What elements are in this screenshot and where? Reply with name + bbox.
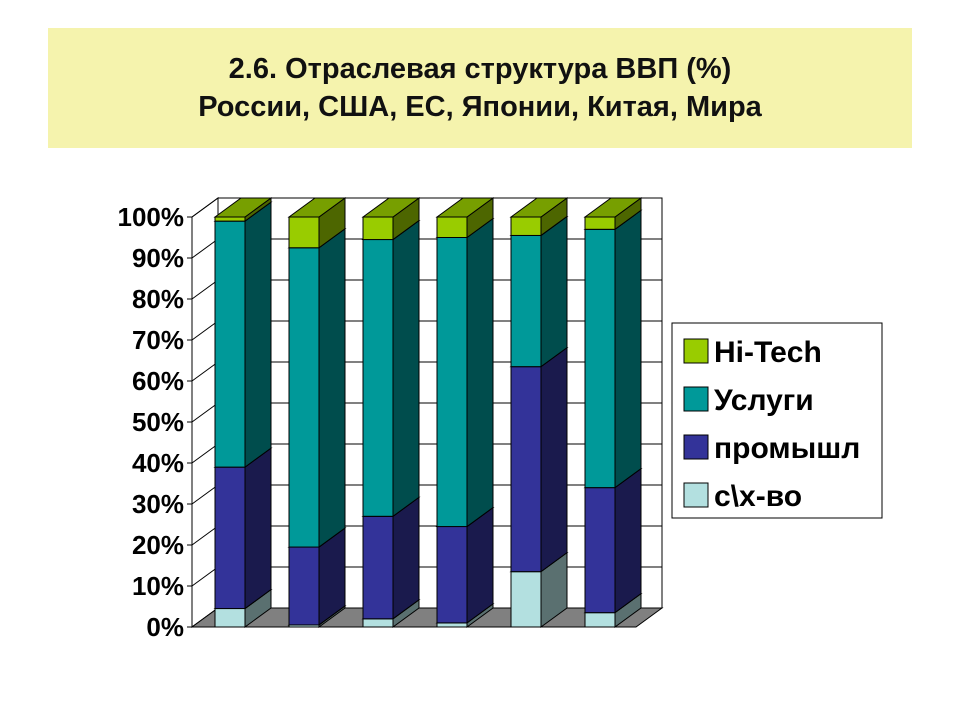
y-tick-label: 30% [132,489,184,519]
bar-segment [362,618,394,628]
y-tick-label: 10% [132,571,184,601]
gridline-side [191,484,219,505]
y-tick-label: 80% [132,284,184,314]
legend-label: c\x-во [714,480,802,513]
bar-segment [214,466,246,610]
y-tick-label: 100% [118,202,185,232]
legend-swatch [683,434,709,460]
gridline-side [191,566,219,587]
bar-side [540,346,568,573]
bar-side [540,215,568,368]
title-banner: 2.6. Отраслевая структура ВВП (%) России… [48,28,912,148]
y-tick-label: 20% [132,530,184,560]
bar-segment [214,220,246,468]
gridline-side [191,525,219,546]
bar-segment [362,239,394,517]
legend-label: Hi-Tech [714,336,822,369]
gridline-side [191,279,219,300]
bar-segment [436,216,468,238]
gridline-side [191,361,219,382]
gridline-side [191,402,219,423]
bar-segment [362,515,394,620]
bar-side [466,506,494,624]
bar-top [509,197,569,218]
bar-segment [362,216,394,241]
bar-segment [584,228,616,489]
bar-segment [584,612,616,628]
bar-segment [214,608,246,628]
bar-side [244,447,272,610]
bar-segment [288,546,320,626]
gridline-side [191,443,219,464]
bar-segment [436,237,468,528]
title-line-2: России, США, ЕС, Японии, Китая, Мира [198,91,762,123]
bar-segment [584,216,616,230]
legend-swatch [683,386,709,412]
y-tick-label: 40% [132,448,184,478]
y-tick-label: 90% [132,243,184,273]
bar-segment [436,622,468,628]
title-line-1: 2.6. Отраслевая структура ВВП (%) [228,53,732,85]
bar-segment [288,216,320,249]
bar-segment [510,571,542,628]
legend-swatch [683,338,709,364]
bar-top [361,197,421,218]
gridline-side [191,320,219,341]
bar-segment [510,216,542,236]
bar-top [583,197,643,218]
bar-segment [584,487,616,614]
bar-segment [436,526,468,624]
y-tick-label: 50% [132,407,184,437]
bar-side [466,217,494,528]
bar-side [318,227,346,549]
bar-top [435,197,495,218]
bar-top [213,197,273,218]
bar-segment [510,366,542,573]
bar-side [614,467,642,614]
bar-segment [288,247,320,548]
bar-segment [214,216,246,222]
legend-swatch [683,482,709,508]
bar-top [287,197,347,218]
gridline-side [191,197,219,218]
y-tick-label: 60% [132,366,184,396]
gridline-side [191,238,219,259]
bar-segment [510,234,542,368]
bar-side [244,201,272,469]
bar-side [392,496,420,620]
y-tick-label: 0% [146,612,184,642]
bar-side [392,219,420,518]
y-tick-label: 70% [132,325,184,355]
legend-label: промышл [714,432,860,465]
bar-side [614,209,642,489]
legend-label: Услуги [714,384,814,417]
